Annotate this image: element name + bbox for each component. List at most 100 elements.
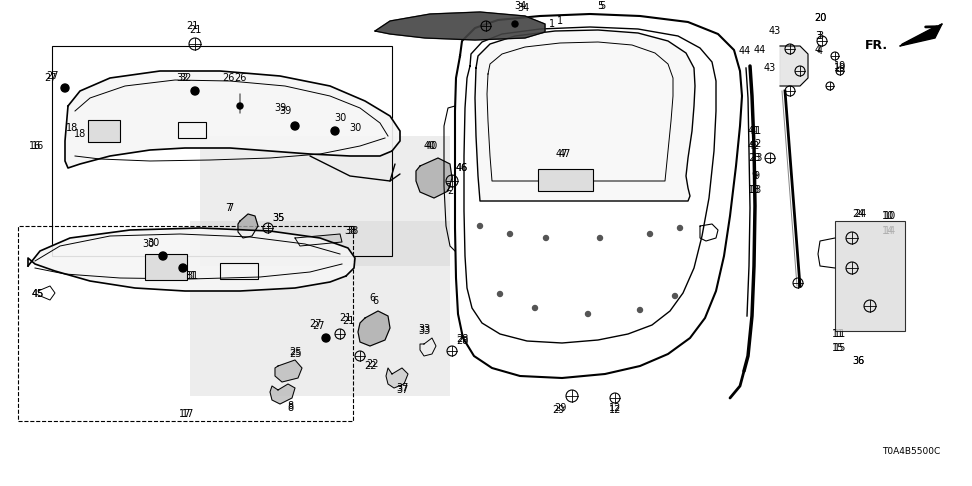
Text: 38: 38 [344, 226, 356, 236]
Text: 31: 31 [184, 271, 196, 281]
Text: 3: 3 [816, 31, 823, 41]
Text: 16: 16 [32, 141, 44, 151]
Text: 16: 16 [29, 141, 41, 151]
Text: 22: 22 [365, 359, 378, 369]
Text: 27: 27 [309, 319, 322, 329]
Circle shape [159, 252, 167, 260]
Text: 8: 8 [287, 403, 294, 413]
Bar [835, 221, 905, 331]
Text: 37: 37 [396, 385, 408, 395]
Polygon shape [270, 384, 295, 404]
Text: 42: 42 [747, 141, 760, 151]
Text: 4: 4 [815, 45, 821, 55]
Text: 34: 34 [514, 1, 526, 11]
Text: 26: 26 [222, 73, 234, 83]
Text: 17: 17 [182, 409, 194, 419]
Text: 44: 44 [754, 45, 766, 55]
Text: 1: 1 [557, 16, 563, 26]
FancyBboxPatch shape [190, 221, 450, 396]
Bar [220, 263, 258, 279]
Text: 12: 12 [608, 403, 621, 413]
Text: 31: 31 [186, 271, 198, 281]
Text: 47: 47 [559, 149, 572, 159]
Text: 22: 22 [364, 361, 376, 371]
Text: 29: 29 [552, 405, 564, 415]
Polygon shape [65, 71, 400, 168]
Circle shape [677, 226, 682, 230]
Text: 39: 39 [279, 106, 292, 116]
Text: 6: 6 [372, 296, 378, 306]
Circle shape [638, 308, 642, 312]
Circle shape [543, 236, 548, 241]
Text: 14: 14 [884, 226, 896, 236]
Text: 43: 43 [764, 63, 776, 73]
Circle shape [291, 122, 299, 130]
Text: 25: 25 [289, 347, 301, 357]
Text: 5: 5 [599, 1, 606, 11]
Text: 35: 35 [272, 213, 284, 223]
Text: 30: 30 [349, 123, 362, 133]
Text: 37: 37 [396, 383, 408, 393]
Text: 13: 13 [749, 185, 762, 195]
Circle shape [331, 127, 339, 135]
Text: 25: 25 [289, 349, 301, 359]
Circle shape [322, 334, 330, 342]
Text: 1: 1 [549, 19, 555, 29]
Polygon shape [358, 311, 390, 346]
Text: 41: 41 [747, 126, 760, 136]
Polygon shape [900, 24, 942, 46]
Circle shape [673, 294, 677, 298]
Text: 2: 2 [447, 186, 453, 196]
Bar [18, 226, 353, 421]
Text: 26: 26 [234, 73, 246, 83]
Bar [538, 169, 593, 191]
Text: 24: 24 [853, 209, 866, 219]
Polygon shape [475, 30, 695, 201]
Text: 30: 30 [142, 239, 155, 249]
Text: 33: 33 [418, 324, 431, 334]
Text: FR.: FR. [865, 39, 888, 52]
Text: 46: 46 [456, 163, 469, 173]
Text: 7: 7 [226, 203, 233, 213]
Text: 42: 42 [749, 139, 762, 149]
Text: 15: 15 [834, 343, 847, 353]
Polygon shape [780, 46, 808, 86]
Text: 30: 30 [333, 113, 346, 123]
Text: 20: 20 [814, 13, 826, 23]
Text: 10: 10 [882, 211, 894, 221]
Text: 28: 28 [456, 334, 469, 344]
Circle shape [498, 292, 503, 296]
Text: 40: 40 [426, 141, 438, 151]
Text: 23: 23 [747, 153, 760, 163]
Circle shape [647, 231, 652, 237]
Bar [88, 120, 120, 142]
Circle shape [598, 236, 603, 241]
Bar [178, 122, 206, 138]
Text: T0A4B5500C: T0A4B5500C [882, 447, 940, 456]
Text: 43: 43 [769, 26, 781, 36]
Text: 21: 21 [186, 21, 198, 31]
Text: 32: 32 [176, 73, 189, 83]
Circle shape [179, 264, 187, 272]
Text: 13: 13 [747, 185, 760, 195]
Circle shape [512, 21, 518, 27]
Polygon shape [238, 214, 258, 238]
Text: 20: 20 [814, 13, 826, 23]
Text: 9: 9 [751, 171, 757, 181]
Text: H: H [161, 262, 171, 272]
Text: 5: 5 [597, 1, 603, 11]
Polygon shape [386, 368, 408, 388]
Text: 18: 18 [66, 123, 78, 133]
Text: 21: 21 [339, 313, 351, 323]
FancyBboxPatch shape [200, 136, 450, 266]
Bar [145, 254, 187, 280]
Text: 11: 11 [834, 329, 846, 339]
Text: 45: 45 [32, 289, 44, 299]
Text: 21: 21 [342, 316, 354, 326]
Text: 15: 15 [832, 343, 845, 353]
Text: 7: 7 [225, 203, 231, 213]
Text: 6: 6 [369, 293, 375, 303]
Text: 47: 47 [556, 149, 569, 159]
Text: 19: 19 [834, 61, 846, 71]
Text: 33: 33 [418, 326, 431, 336]
